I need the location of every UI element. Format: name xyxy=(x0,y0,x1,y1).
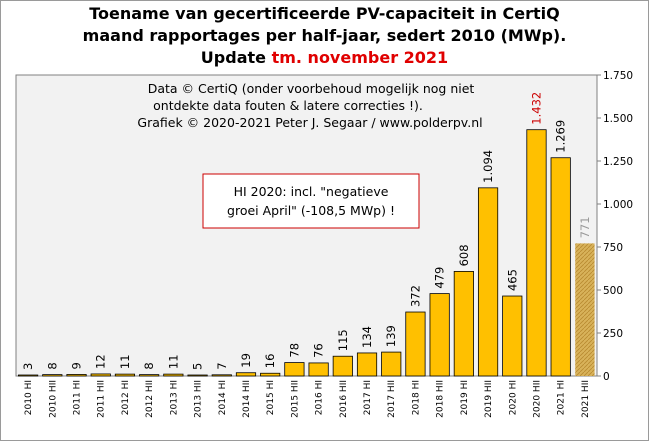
x-tick-label: 2021 HI xyxy=(557,380,567,415)
value-label: 11 xyxy=(118,354,132,369)
y-tick-label: 1.500 xyxy=(603,113,633,125)
value-label: 9 xyxy=(70,362,84,369)
x-tick-label: 2014 HII xyxy=(242,380,252,418)
x-tick-label: 2015 HII xyxy=(290,380,300,418)
credits-line-3: Grafiek © 2020-2021 Peter J. Segaar / ww… xyxy=(137,115,482,130)
bar-2017-hi xyxy=(356,352,378,377)
x-tick-label: 2012 HII xyxy=(145,380,155,418)
bar-2015-hi xyxy=(260,372,281,377)
x-tick-label: 2016 HI xyxy=(315,380,325,415)
bar-2019-hii xyxy=(477,187,499,377)
bar-2011-hi xyxy=(66,374,87,377)
x-tick-label: 2014 HI xyxy=(218,380,228,415)
value-label: 5 xyxy=(191,363,205,370)
value-label: 608 xyxy=(457,244,471,266)
y-tick-label: 250 xyxy=(603,328,623,340)
bar-2010-hi xyxy=(18,374,39,377)
bar-2013-hi xyxy=(163,373,184,377)
x-tick-label: 2017 HI xyxy=(363,380,373,415)
x-tick-label: 2019 HII xyxy=(484,380,494,418)
value-label: 479 xyxy=(433,267,447,289)
value-label: 11 xyxy=(166,354,180,369)
y-tick-label: 0 xyxy=(603,371,610,383)
value-label: 1.269 xyxy=(554,120,568,153)
bar-2021-hii xyxy=(575,243,595,376)
value-label: 1.094 xyxy=(481,150,495,183)
x-tick-label: 2013 HII xyxy=(194,380,204,418)
value-label: 115 xyxy=(336,329,350,351)
bar-2014-hii xyxy=(235,372,257,377)
chart-title-line-2: maand rapportages per half-jaar, sedert … xyxy=(82,26,567,45)
x-tick-label: 2011 HI xyxy=(73,380,83,415)
bar-2015-hii xyxy=(284,362,305,377)
value-label: 16 xyxy=(263,354,277,369)
credits-line-2: ontdekte data fouten & latere correcties… xyxy=(153,98,423,113)
y-tick-label: 500 xyxy=(603,285,623,297)
value-label: 12 xyxy=(94,354,108,369)
bar-2012-hi xyxy=(114,373,136,377)
credits-text: Data © CertiQ (onder voorbehoud mogelijk… xyxy=(137,81,482,130)
bar-2012-hii xyxy=(139,374,160,377)
value-label: 139 xyxy=(384,325,398,347)
x-tick-label: 2010 HI xyxy=(24,380,34,415)
y-tick-label: 1.750 xyxy=(603,70,633,82)
value-label: 1.432 xyxy=(529,92,543,125)
x-tick-label: 2017 HII xyxy=(387,380,397,418)
value-label: 76 xyxy=(312,343,326,358)
bar-2021-hi xyxy=(550,157,571,377)
chart-title-line-1: Toename van gecertificeerde PV-capacitei… xyxy=(89,4,560,23)
x-tick-label: 2012 HI xyxy=(121,380,131,415)
x-tick-label: 2011 HII xyxy=(97,380,107,418)
bar-2018-hi xyxy=(405,311,426,377)
bar-2016-hii xyxy=(332,355,353,377)
bar-2020-hi xyxy=(502,295,523,377)
annotation-line-2: groei April" (-108,5 MWp) ! xyxy=(227,203,395,218)
credits-line-1: Data © CertiQ (onder voorbehoud mogelijk… xyxy=(148,81,475,96)
chart-title-line-3: Update tm. november 2021 xyxy=(0,48,649,67)
annotation-box: HI 2020: incl. "negatieve groei April" (… xyxy=(202,173,420,229)
x-tick-label: 2020 HI xyxy=(508,380,518,415)
bar-2017-hii xyxy=(381,351,402,377)
value-label: 7 xyxy=(215,362,229,369)
title-update-prefix: Update xyxy=(200,48,266,67)
value-label: 372 xyxy=(408,285,422,307)
x-tick-label: 2010 HII xyxy=(48,380,58,418)
x-tick-label: 2018 HII xyxy=(436,380,446,418)
value-label: 8 xyxy=(142,362,156,369)
bar-2013-hii xyxy=(187,374,208,377)
annotation-line-1: HI 2020: incl. "negatieve xyxy=(234,184,389,199)
value-label: 78 xyxy=(287,343,301,358)
value-label: 465 xyxy=(505,269,519,291)
x-tick-label: 2015 HI xyxy=(266,380,276,415)
bar-2016-hi xyxy=(308,362,329,377)
value-label: 19 xyxy=(239,353,253,368)
value-label: 134 xyxy=(360,326,374,348)
y-tick-label: 1.000 xyxy=(603,199,633,211)
bar-2018-hii xyxy=(429,293,450,377)
x-tick-label: 2016 HII xyxy=(339,380,349,418)
y-tick-label: 1.250 xyxy=(603,156,633,168)
bar-2014-hi xyxy=(211,374,232,377)
x-tick-label: 2021 HII xyxy=(581,380,591,418)
x-tick-label: 2020 HII xyxy=(532,380,542,418)
bar-2019-hi xyxy=(453,271,474,377)
bar-2010-hii xyxy=(42,374,63,377)
x-tick-label: 2019 HI xyxy=(460,380,470,415)
x-tick-label: 2018 HI xyxy=(411,380,421,415)
value-label: 8 xyxy=(45,362,59,369)
value-label: 771 xyxy=(578,216,592,238)
x-tick-label: 2013 HI xyxy=(169,380,179,415)
value-label: 3 xyxy=(21,363,35,370)
y-tick-label: 750 xyxy=(603,242,623,254)
bar-2011-hii xyxy=(90,373,111,377)
title-update-date: tm. november 2021 xyxy=(271,48,449,67)
bar-2020-hii xyxy=(526,129,547,377)
